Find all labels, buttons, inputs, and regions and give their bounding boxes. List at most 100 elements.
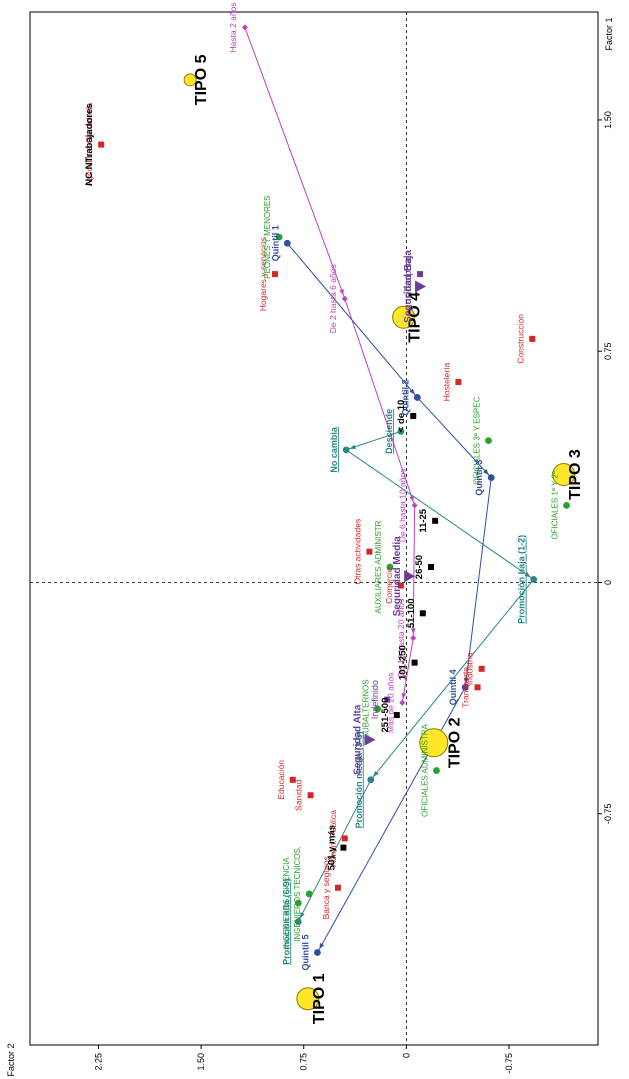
size-point-101-250: [411, 659, 418, 666]
quintile-point-quintil-5: [314, 949, 321, 956]
y-axis-label: Factor 2: [6, 1043, 16, 1076]
sector-point-educacion: [289, 776, 296, 783]
x-tick-label: 0: [603, 580, 613, 585]
tipo-label-tipo-5: TIPO 5: [193, 54, 210, 105]
quintile-arrowhead: [464, 677, 469, 684]
duration-point-de-2-hasta-6-anos: [341, 295, 348, 302]
size-point-11-25: [432, 517, 439, 524]
security-point-seguridad-baja: [415, 280, 427, 293]
occupation-point-subalternos: [374, 705, 382, 713]
duration-trajectory-segment: [412, 505, 416, 638]
sector-point-hosteleria: [455, 379, 462, 386]
sector-label-comercio: Comercio: [384, 567, 394, 604]
occupation-point-oficiales-1-y-2: [563, 501, 570, 509]
quintile-label-quintil-4: Quintil 4: [448, 669, 458, 705]
sector-label-educacion: Educación: [276, 760, 286, 800]
sector-label-banca-y-seguros: Banca y seguros: [321, 856, 331, 919]
tipo-label-tipo-2: TIPO 2: [447, 717, 464, 768]
size-label-26-50: 26-50: [414, 555, 425, 579]
sector-label-sanidad: Sanidad: [294, 779, 304, 810]
occupation-label-oficiales-administra: OFICIALES ADMINISTRA: [420, 723, 429, 817]
contract-label-temporal: Temporal: [403, 256, 413, 293]
quintile-point-quintil-4: [461, 683, 469, 691]
sector-label-transporte: Transporte: [461, 667, 471, 708]
size-point-51-100: [419, 610, 426, 617]
sector-point-sanidad: [307, 792, 314, 799]
tipo-marker-tipo-5: [183, 73, 197, 87]
size-label-251-500: 251-500: [380, 698, 391, 733]
y-tick-label: 0.75: [299, 1053, 309, 1071]
promotion-point-promocion-media-3-5: [367, 776, 375, 784]
occupation-point-ingenieros-tecnicos: [305, 890, 313, 898]
quintile-trajectory-segment: [286, 242, 418, 398]
size-label-de-10: < de 10: [396, 400, 407, 432]
duration-arrowhead: [410, 628, 416, 634]
sector-point-comercio: [397, 582, 404, 589]
occupation-point-oficiales-administra: [433, 767, 440, 774]
promotion-label-no-cambia: No cambia: [329, 426, 339, 473]
tipo-marker-tipo-1: [296, 987, 320, 1011]
occupation-point-peones-y-menores: [275, 233, 283, 241]
quintile-point-quintil-3: [487, 474, 495, 482]
y-tick-label: 0: [401, 1053, 411, 1058]
promotion-arrowhead: [373, 770, 379, 777]
duration-arrowhead: [409, 495, 414, 502]
other-label-nc-ntrabajadores: NC NTrabajadores: [84, 103, 95, 185]
tipo-marker-tipo-2: [419, 728, 449, 758]
occupation-label-subalternos: SUBALTERNOS: [362, 679, 371, 738]
promotion-point-no-cambia: [342, 446, 350, 454]
sector-label-hogares-y-servicios: Hogares y servicios: [258, 237, 268, 311]
sector-point-admin-publica: [341, 835, 348, 842]
duration-label-de-10-hasta-20-anos: De 10 hasta 20 años: [396, 599, 406, 677]
sector-point-otras-actividades: [366, 548, 373, 555]
sector-label-construccion: Construcción: [515, 314, 525, 364]
size-label-101-250: 101-250: [398, 645, 409, 680]
promotion-trajectory-segment: [345, 449, 534, 580]
x-tick-label: 0.75: [603, 342, 613, 360]
quintile-label-quintil-2: Quintil 2: [400, 379, 410, 415]
occupation-label-ingenieros-licencia: INGENIEROS, LICENCIA: [282, 857, 291, 949]
size-point-251-500: [393, 712, 400, 719]
x-tick-label: -0.75: [603, 803, 613, 824]
duration-trajectory-segment: [401, 637, 414, 703]
sector-point-industria: [478, 665, 485, 672]
sector-point-transporte: [474, 684, 481, 691]
occupation-label-oficiales-1-y-2: OFICIALES 1ª Y 2ª: [551, 471, 560, 539]
contract-label-indefinido: Indefinido: [370, 680, 380, 719]
occupation-label-oficiales-3-y-espec: OFICIALES 3ª Y ESPEC: [473, 396, 482, 484]
plot-frame: [29, 11, 599, 1046]
promotion-trajectory-segment: [346, 430, 402, 451]
duration-point-de-10-hasta-20-anos: [410, 634, 417, 641]
sector-point-banca-y-seguros: [334, 884, 341, 891]
quintile-point-quintil-2: [413, 394, 421, 401]
duration-label-de-2-hasta-6-anos: De 2 hasta 6 años: [328, 264, 338, 333]
size-label-51-100: 51-100: [406, 599, 417, 629]
tipo-marker-tipo-3: [552, 463, 576, 487]
y-tick-label: 1.50: [196, 1053, 206, 1071]
duration-arrowhead: [339, 289, 344, 296]
size-point-501-y-mas: [340, 844, 347, 851]
duration-point-de-6-hasta-10-anos: [411, 502, 418, 509]
quintile-trajectory-segment: [416, 397, 492, 478]
security-label-seguridad-alta: Seguridad Alta: [352, 704, 363, 775]
sector-label-agricultura-ganaderia: Agricultura-Ganadería: [84, 103, 94, 187]
size-label-501-y-mas: 501 y más: [326, 825, 337, 870]
promotion-trajectory-segment: [297, 779, 372, 922]
tipo-label-tipo-1: TIPO 1: [311, 973, 328, 1024]
quintile-label-quintil-1: Quintil 1: [270, 225, 280, 261]
sector-point-construccion: [529, 335, 536, 342]
duration-trajectory-segment: [244, 27, 346, 299]
quintile-label-quintil-5: Quintil 5: [300, 934, 310, 970]
occupation-point-auxiliares-administr: [386, 563, 394, 571]
promotion-point-promocion-baja-1-2: [530, 575, 538, 583]
size-label-11-25: 11-25: [418, 508, 429, 532]
promotion-label-promocion-alta-6-9: Promoción alta (6-9): [281, 878, 291, 965]
tipo-label-tipo-3: TIPO 3: [567, 449, 584, 500]
occupation-point-oficiales-3-y-espec: [485, 437, 492, 445]
tipo-label-tipo-4: TIPO 4: [407, 292, 424, 343]
duration-label-hasta-2-anos: Hasta 2 años: [228, 2, 238, 52]
occupation-label-ingenieros-tecnicos: INGENIEROS TECNICOS,: [293, 846, 302, 942]
contract-point-temporal: [417, 271, 424, 278]
